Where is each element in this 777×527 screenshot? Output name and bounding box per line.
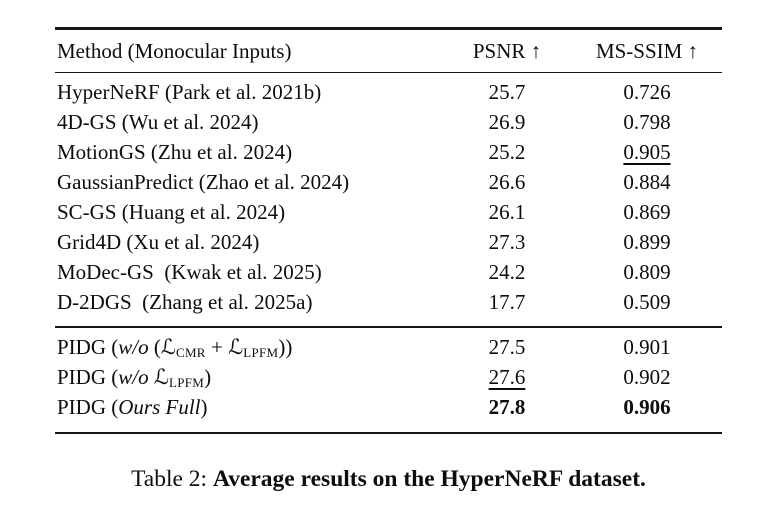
loss-subscript: LPFM [243,344,279,360]
method-text: )) [278,334,293,359]
msssim-cell: 0.509 [623,290,671,315]
ablation-rows-section: PIDG (w/o (ℒCMR + ℒLPFM)) 27.5 0.901 PID… [55,328,722,432]
psnr-cell: 25.7 [488,80,526,105]
table-row: MoDec-GS (Kwak et al. 2025) 24.2 0.809 [55,257,722,287]
underlined-value: 27.6 [488,364,526,389]
psnr-cell: 27.6 [442,362,572,392]
loss-subscript: LPFM [168,374,205,390]
msssim-cell: 0.901 [623,334,671,359]
caption-title: Average results on the HyperNeRF dataset [212,466,641,492]
results-table: Method (Monocular Inputs) PSNR ↑ MS-SSIM… [55,27,722,435]
baseline-rows-section: HyperNeRF (Park et al. 2021b) 25.7 0.726… [55,73,722,326]
method-text: w/o [118,364,149,389]
method-text: ) [204,364,212,389]
method-text: ( [148,334,161,359]
table-rule-header-sep [55,71,722,74]
table-row: D-2DGS (Zhang et al. 2025a) 17.7 0.509 [55,287,722,317]
msssim-cell: 0.884 [623,170,671,195]
psnr-cell: 26.9 [488,110,526,135]
method-text: + [205,334,229,359]
loss-symbol: ℒ [228,334,244,359]
method-text: PIDG ( [57,334,119,359]
msssim-cell: 0.902 [623,364,671,389]
msssim-cell: 0.726 [623,80,671,105]
psnr-cell: 25.2 [488,140,526,165]
method-cell: GaussianPredict (Zhao et al. 2024) [57,170,350,195]
table-row: HyperNeRF (Park et al. 2021b) 25.7 0.726 [55,77,722,107]
loss-symbol: ℒ [153,364,169,389]
table-rule-mid [55,326,722,328]
method-text: w/o [118,334,149,359]
method-cell: HyperNeRF (Park et al. 2021b) [57,80,322,105]
msssim-cell: 0.899 [623,230,671,255]
psnr-cell: 24.2 [488,260,526,285]
table-rule-bottom [55,431,722,435]
table-row: Grid4D (Xu et al. 2024) 27.3 0.899 [55,227,722,257]
header-method: Method (Monocular Inputs) [57,38,292,63]
msssim-cell: 0.906 [623,394,671,419]
table-row: SC-GS (Huang et al. 2024) 26.1 0.869 [55,197,722,227]
loss-subscript: CMR [175,344,206,360]
msssim-cell: 0.905 [572,137,722,167]
method-text: Ours Full [118,394,201,419]
header-psnr: PSNR ↑ [472,38,542,63]
table-row: PIDG (Ours Full) 27.8 0.906 [55,392,722,422]
psnr-cell: 17.7 [488,290,526,315]
table-row: PIDG (w/o ℒLPFM) 27.6 0.902 [55,362,722,392]
table-rule-top [55,27,722,30]
psnr-cell: 27.3 [488,230,526,255]
method-text: PIDG ( [57,394,119,419]
table-header-row: Method (Monocular Inputs) PSNR ↑ MS-SSIM… [55,30,722,72]
loss-symbol: ℒ [160,334,176,359]
psnr-cell: 27.8 [488,394,526,419]
underlined-value: 0.905 [623,140,671,165]
table-caption: Table 2: Average results on the HyperNeR… [0,466,777,493]
psnr-cell: 26.1 [488,200,526,225]
method-cell: PIDG (w/o (ℒCMR + ℒLPFM)) [55,332,442,362]
caption-label: Table 2: [131,466,213,492]
method-cell: MotionGS (Zhu et al. 2024) [57,140,293,165]
method-cell: D-2DGS (Zhang et al. 2025a) [57,290,313,315]
method-cell: 4D-GS (Wu et al. 2024) [57,110,259,135]
table-row: GaussianPredict (Zhao et al. 2024) 26.6 … [55,167,722,197]
msssim-cell: 0.809 [623,260,671,285]
psnr-cell: 26.6 [488,170,526,195]
header-msssim: MS-SSIM ↑ [595,38,699,63]
method-text: ) [200,394,208,419]
method-cell: PIDG (Ours Full) [55,392,442,422]
table-row: MotionGS (Zhu et al. 2024) 25.2 0.905 [55,137,722,167]
caption-period: . [640,466,646,492]
msssim-cell: 0.869 [623,200,671,225]
table-row: PIDG (w/o (ℒCMR + ℒLPFM)) 27.5 0.901 [55,332,722,362]
method-cell: SC-GS (Huang et al. 2024) [57,200,286,225]
method-cell: MoDec-GS (Kwak et al. 2025) [57,260,322,285]
msssim-cell: 0.798 [623,110,671,135]
method-cell: Grid4D (Xu et al. 2024) [57,230,260,255]
method-text: PIDG ( [57,364,119,389]
psnr-cell: 27.5 [488,334,526,359]
method-cell: PIDG (w/o ℒLPFM) [55,362,442,392]
table-row: 4D-GS (Wu et al. 2024) 26.9 0.798 [55,107,722,137]
